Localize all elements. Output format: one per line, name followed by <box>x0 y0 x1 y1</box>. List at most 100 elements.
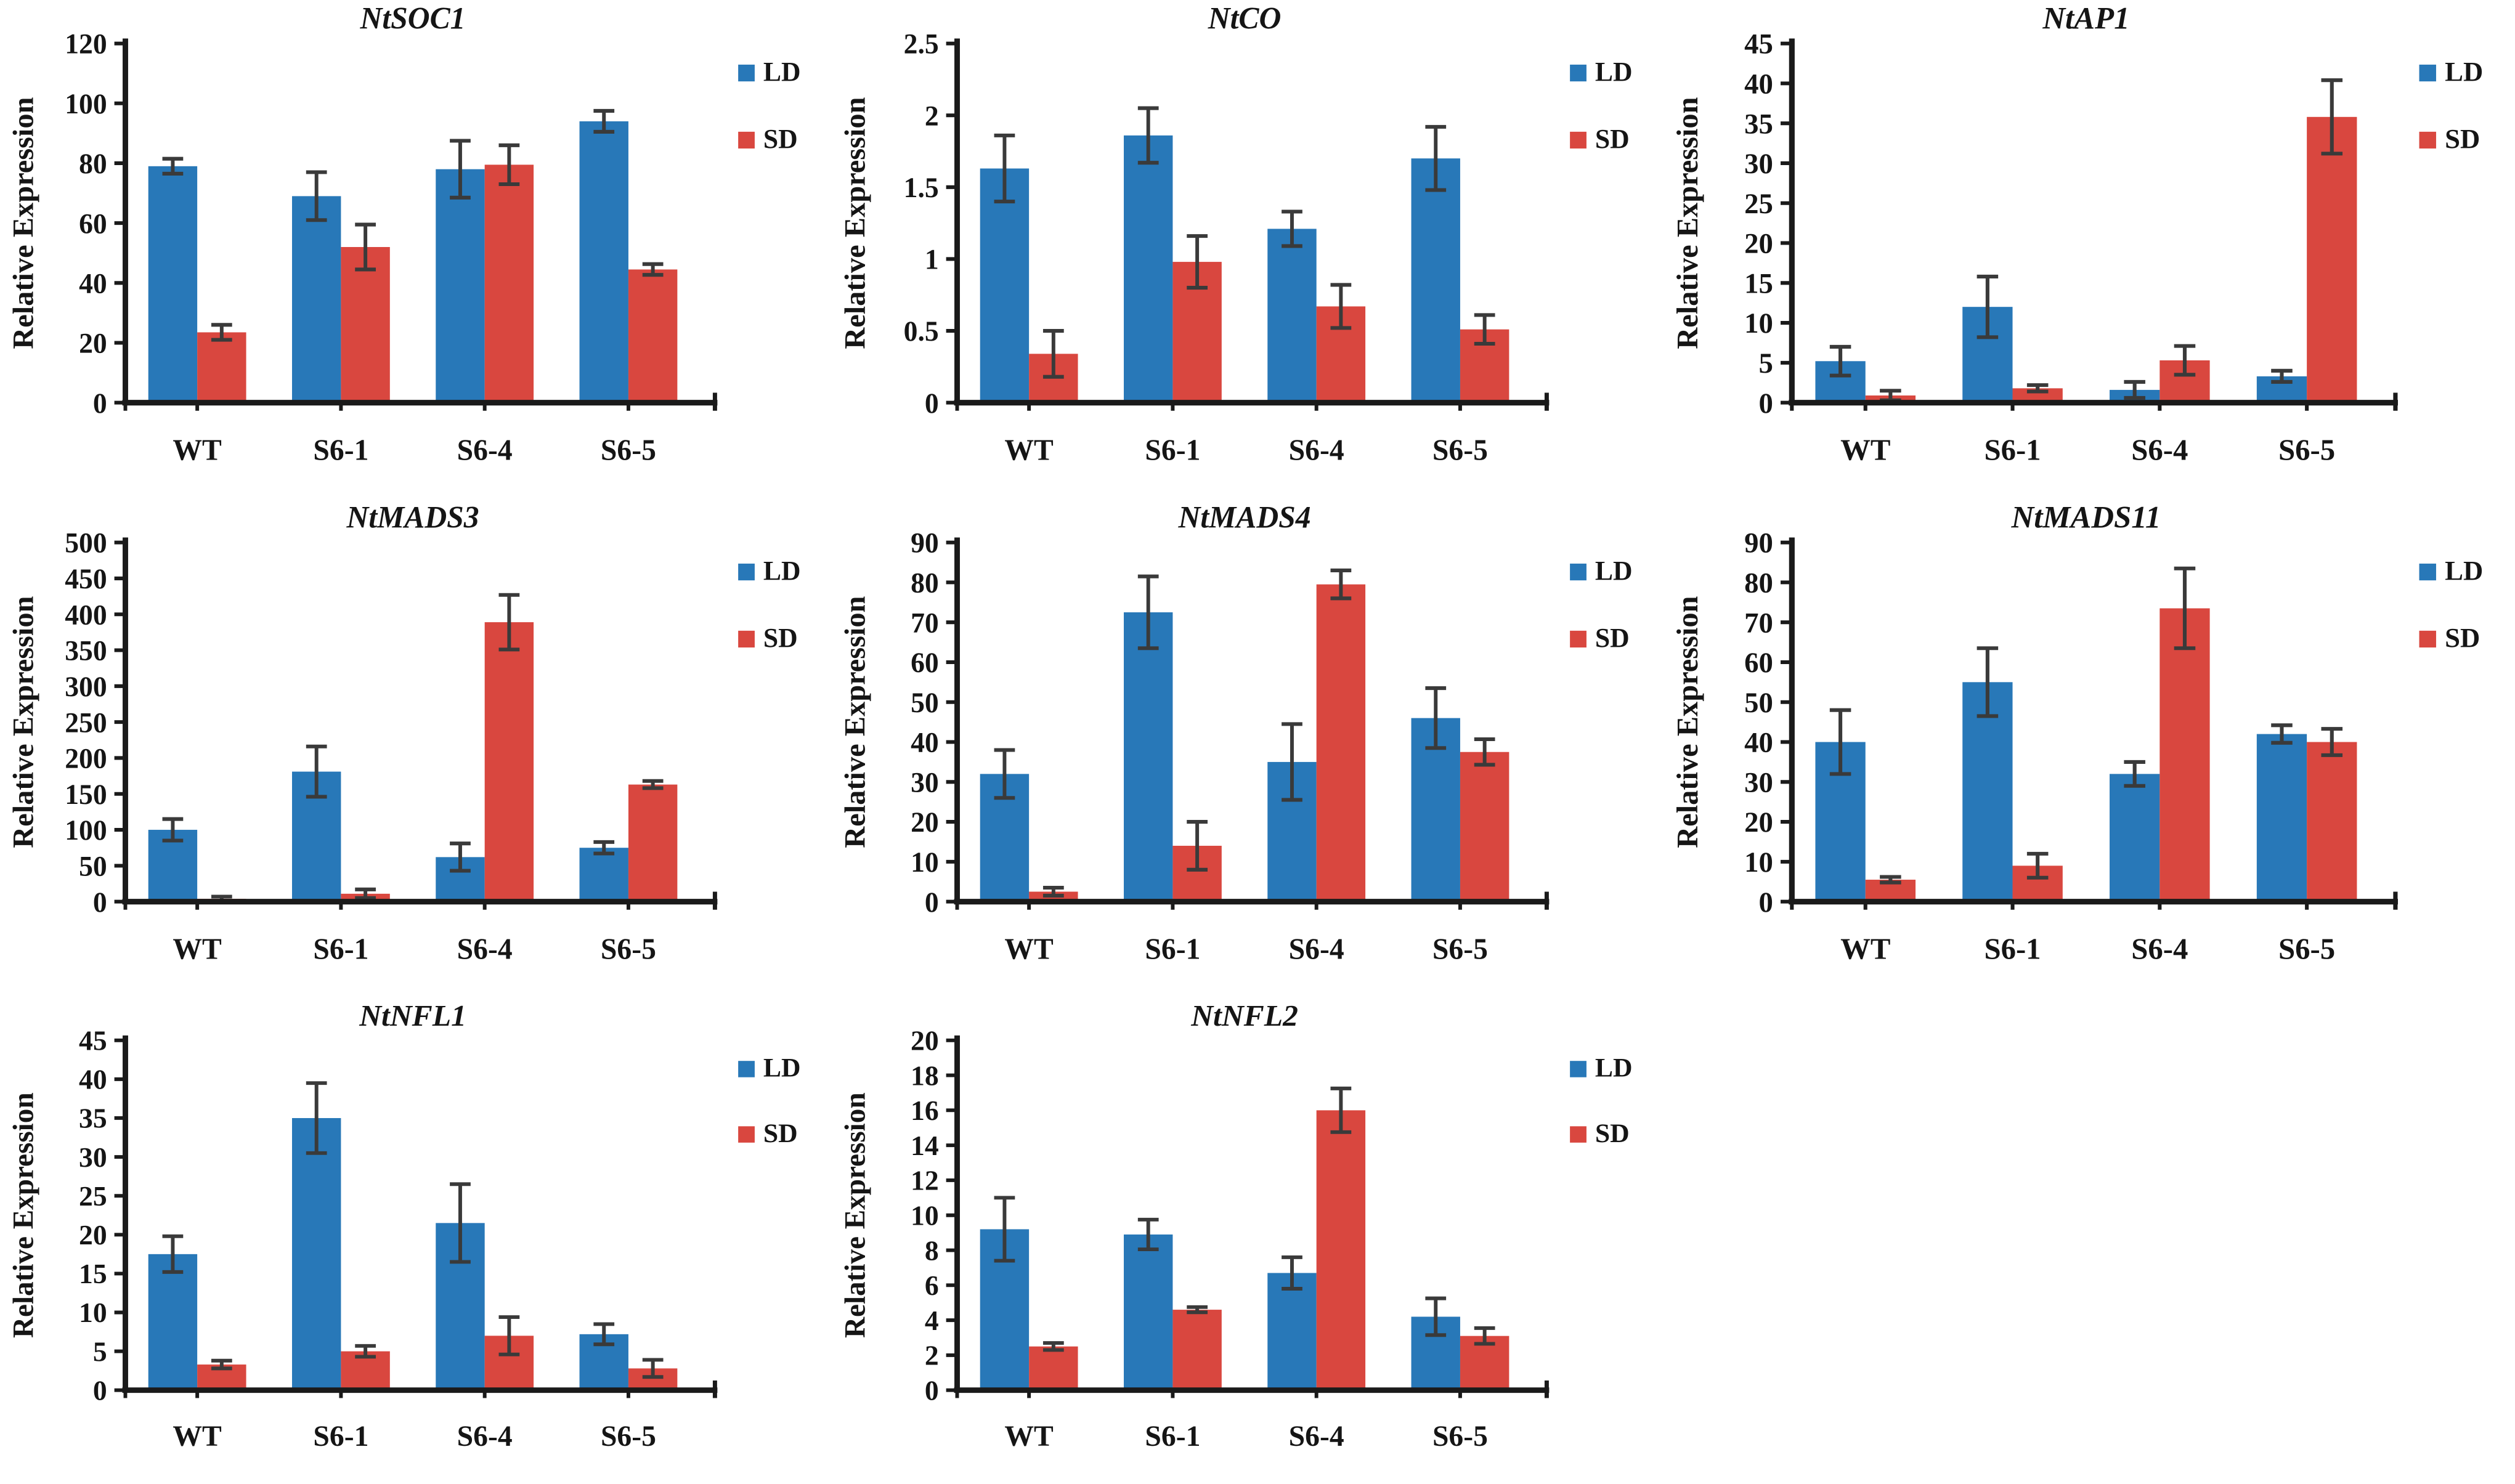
y-tick-label: 350 <box>65 635 107 666</box>
y-tick-label: 0 <box>93 886 107 917</box>
legend-label-ld: LD <box>2445 56 2483 87</box>
y-tick-label: 80 <box>79 148 107 179</box>
y-tick-label: 0 <box>925 886 939 917</box>
y-tick-label: 8 <box>925 1235 939 1266</box>
error-bar <box>306 170 327 222</box>
bar-sd-s6-1 <box>2012 388 2063 403</box>
chart-svg-ntco: NtCO Relative Expression 0 0.5 1 1.5 2 2.5 WT S6-… <box>839 1 1633 466</box>
error-bar <box>1187 1305 1208 1315</box>
error-bar <box>1137 574 1159 651</box>
y-tick-label: 500 <box>65 527 107 558</box>
chart-title: NtMADS11 <box>2011 500 2161 535</box>
bar-sd-s6-5 <box>628 784 678 902</box>
x-tick-label: S6-5 <box>2278 933 2335 966</box>
x-tick-label: WT <box>173 434 221 466</box>
error-bar <box>994 1196 1015 1263</box>
x-tick-label: WT <box>1840 933 1890 966</box>
bar-ld-s6-1 <box>1123 1234 1173 1390</box>
x-tick-label: S6-5 <box>1432 434 1488 466</box>
y-tick-label: 400 <box>65 599 107 630</box>
y-axis-label: Relative Expression <box>839 97 872 349</box>
y-tick-label: 20 <box>1744 229 1773 260</box>
error-bar <box>2271 368 2293 384</box>
y-axis-label: Relative Expression <box>7 97 40 349</box>
error-bar <box>642 779 664 790</box>
bar-sd-s6-4 <box>1316 1110 1366 1390</box>
y-tick-label: 50 <box>911 687 939 718</box>
error-bar <box>1042 1341 1064 1352</box>
chart-ntmads3: NtMADS3 Relative Expression 0 50 100 150 200 25… <box>0 499 832 998</box>
y-tick-label: 0.5 <box>904 315 939 347</box>
error-bar <box>450 1182 471 1264</box>
error-bar <box>1829 344 1851 378</box>
legend-swatch-ld <box>2419 64 2436 82</box>
legend-swatch-sd <box>1570 630 1587 648</box>
y-tick-label: 20 <box>911 1026 939 1056</box>
y-tick-label: 80 <box>1744 568 1773 599</box>
chart-ntmads4: NtMADS4 Relative Expression 0 10 20 30 40 50 60 7… <box>832 499 1664 998</box>
error-bar <box>593 1322 615 1347</box>
error-bar <box>994 133 1015 204</box>
legend-swatch-sd <box>738 131 755 149</box>
legend-label-sd: SD <box>2445 622 2480 653</box>
legend-swatch-sd <box>2419 630 2436 648</box>
y-tick-label: 0 <box>925 1376 939 1406</box>
error-bar <box>1330 568 1352 601</box>
error-bar <box>642 262 664 277</box>
error-bar <box>2124 379 2145 400</box>
legend-label-sd: SD <box>763 1119 798 1148</box>
y-tick-label: 20 <box>79 1220 107 1251</box>
x-tick-label: S6-1 <box>313 1421 368 1453</box>
y-tick-label: 20 <box>1744 807 1773 838</box>
x-tick-label: S6-5 <box>601 434 656 466</box>
y-tick-label: 45 <box>1744 29 1773 60</box>
y-tick-label: 0 <box>1758 388 1773 420</box>
y-tick-label: 5 <box>1758 348 1773 379</box>
error-bar <box>1042 329 1064 379</box>
legend-label-ld: LD <box>2445 555 2483 586</box>
y-tick-label: 450 <box>65 563 107 594</box>
x-tick-label: WT <box>1004 434 1053 466</box>
x-tick-label: S6-4 <box>2131 933 2188 966</box>
bar-sd-s6-1 <box>1172 1310 1222 1390</box>
x-tick-label: S6-1 <box>1145 434 1200 466</box>
chart-svg-ntap1: NtAP1 Relative Expression 0 5 10 15 20 25 30 35 40… <box>1671 1 2484 467</box>
legend-swatch-sd <box>1570 1126 1587 1143</box>
y-tick-label: 300 <box>65 671 107 702</box>
bar-sd-wt <box>197 332 246 403</box>
y-tick-label: 40 <box>1744 69 1773 100</box>
y-tick-label: 200 <box>65 742 107 774</box>
legend-swatch-ld <box>1570 1061 1587 1077</box>
x-tick-label: S6-4 <box>457 1421 513 1453</box>
legend-label-ld: LD <box>763 57 801 87</box>
error-bar <box>1977 274 1999 339</box>
x-tick-label: WT <box>1840 434 1890 467</box>
y-tick-label: 30 <box>1744 148 1773 180</box>
error-bar <box>498 593 520 652</box>
chart-svg-ntnfl2: NtNFL2 Relative Expression 0 2 4 6 8 10 12 14 16 18… <box>839 999 1633 1453</box>
y-axis-label: Relative Expression <box>1671 596 1704 848</box>
bar-ld-s6-5 <box>2256 734 2307 902</box>
y-tick-label: 10 <box>79 1297 107 1328</box>
y-tick-label: 15 <box>1744 269 1773 300</box>
legend-label-ld: LD <box>1595 556 1633 586</box>
y-axis-label: Relative Expression <box>839 596 872 848</box>
legend-label-sd: SD <box>1595 1119 1630 1148</box>
chart-title: NtSOC1 <box>360 1 466 35</box>
x-tick-label: S6-1 <box>1984 933 2041 966</box>
error-bar <box>306 1081 327 1155</box>
chart-title: NtAP1 <box>2042 1 2129 36</box>
legend-swatch-sd <box>1570 131 1587 149</box>
error-bar <box>1425 124 1447 192</box>
y-tick-label: 5 <box>93 1337 107 1368</box>
bar-ld-s6-1 <box>1123 135 1173 403</box>
error-bar <box>162 1234 184 1274</box>
error-bar <box>355 222 376 272</box>
error-bar <box>1187 234 1208 290</box>
x-tick-label: S6-4 <box>1289 1421 1344 1453</box>
y-tick-label: 120 <box>65 28 107 59</box>
error-bar <box>1474 737 1495 767</box>
chart-svg-ntnfl1: NtNFL1 Relative Expression 0 5 10 15 20 25 30 35 4… <box>7 999 800 1453</box>
y-tick-label: 25 <box>1744 189 1773 220</box>
legend-label-ld: LD <box>1595 1053 1633 1083</box>
